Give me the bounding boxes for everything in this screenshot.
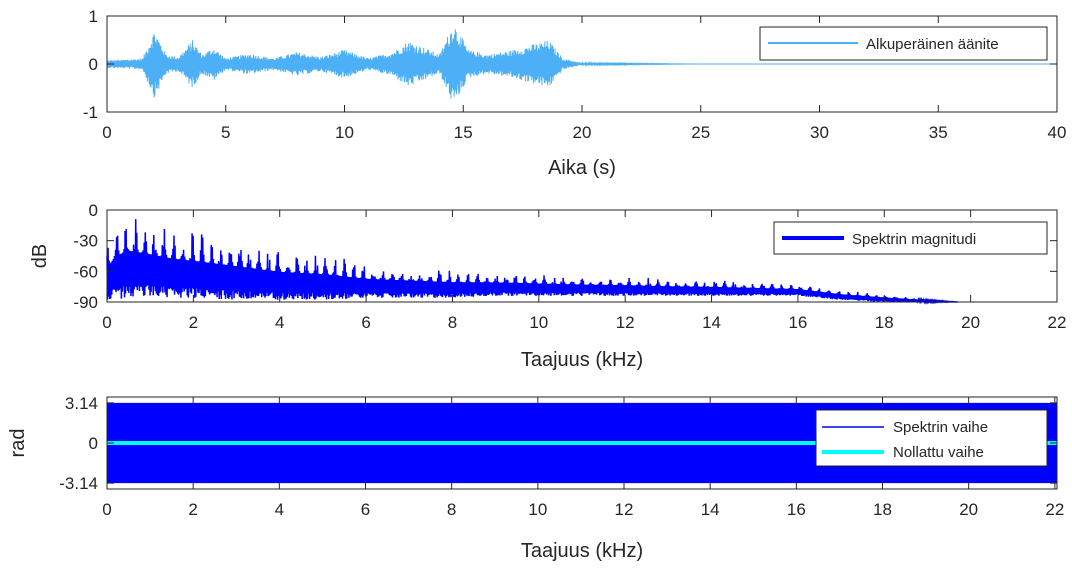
magnitude-plot [106, 219, 958, 305]
x-tick-label: 22 [1048, 313, 1067, 332]
x-tick-label: 14 [702, 313, 721, 332]
legend: Alkuperäinen äänite [759, 26, 1048, 61]
y-tick-label: -90 [73, 293, 98, 312]
legend: Spektrin magnitudi [773, 221, 1048, 255]
legend-label-zero-phase: Nollattu vaihe [893, 444, 984, 461]
x-tick-label: 20 [959, 500, 978, 519]
axis-ticks: 0 2 4 6 8 10 12 14 16 18 20 223.140-3.14 [59, 394, 1064, 519]
x-tick-label: 4 [275, 500, 284, 519]
x-tick-label: 0 [102, 500, 111, 519]
y-tick-label: -60 [73, 262, 98, 281]
y-tick-label: 0 [89, 201, 98, 220]
legend-box [815, 409, 1048, 467]
x-tick-label: 10 [528, 500, 547, 519]
x-tick-label: 20 [573, 123, 592, 142]
x-axis-label: Taajuus (kHz) [521, 349, 643, 371]
x-tick-label: 2 [188, 500, 197, 519]
axes-box [106, 396, 1058, 490]
y-tick-label: -3.14 [59, 474, 98, 493]
legend-label-phase: Spektrin vaihe [893, 419, 988, 436]
x-tick-label: 16 [788, 313, 807, 332]
subplot-waveform: 0 5 10 15 20 25 30 35 40-101 Aika (s) Alkuperäin… [83, 7, 1067, 179]
y-tick-label: 3.14 [65, 394, 98, 413]
x-tick-label: 12 [616, 313, 635, 332]
y-tick-label: -1 [83, 103, 98, 122]
axes-box [106, 15, 1058, 113]
y-axis-label: rad [7, 429, 29, 458]
series-line-magnitude [106, 219, 958, 305]
y-tick-label: 0 [89, 434, 98, 453]
x-axis-label: Taajuus (kHz) [521, 540, 643, 562]
x-tick-label: 6 [361, 313, 370, 332]
legend: Spektrin vaihe Nollattu vaihe [815, 409, 1048, 467]
y-axis-label: dB [29, 244, 51, 268]
x-tick-label: 6 [361, 500, 370, 519]
x-tick-label: 10 [335, 123, 354, 142]
x-tick-label: 30 [810, 123, 829, 142]
subplot-magnitude: 0 2 4 6 8 10 12 14 16 18 20 22 0 -30 -60 -90 Taajuus (k… [29, 201, 1066, 371]
x-tick-label: 8 [447, 500, 456, 519]
x-tick-label: 14 [701, 500, 720, 519]
y-tick-label: 0 [89, 55, 98, 74]
x-tick-label: 10 [529, 313, 548, 332]
legend-label-magnitude: Spektrin magnitudi [852, 231, 976, 248]
waveform-plot [106, 29, 1057, 99]
x-tick-label: 15 [454, 123, 473, 142]
x-tick-label: 2 [189, 313, 198, 332]
x-tick-label: 22 [1045, 500, 1064, 519]
x-tick-label: 4 [275, 313, 284, 332]
axis-ticks: 0 5 10 15 20 25 30 35 40-101 [83, 7, 1067, 142]
x-tick-label: 20 [961, 313, 980, 332]
x-tick-label: 5 [221, 123, 230, 142]
x-tick-label: 0 [102, 123, 111, 142]
x-tick-label: 25 [691, 123, 710, 142]
x-tick-label: 18 [873, 500, 892, 519]
legend-label-original: Alkuperäinen äänite [866, 36, 999, 53]
axes-box [106, 209, 1058, 303]
x-tick-label: 18 [875, 313, 894, 332]
y-tick-label: -30 [73, 232, 98, 251]
x-tick-label: 16 [787, 500, 806, 519]
y-tick-label: 1 [89, 7, 98, 26]
x-tick-label: 12 [615, 500, 634, 519]
axis-ticks: 0 2 4 6 8 10 12 14 16 18 20 22 0 -30 -60 -90 [73, 201, 1066, 332]
x-tick-label: 8 [448, 313, 457, 332]
x-tick-label: 35 [929, 123, 948, 142]
x-axis-label: Aika (s) [548, 157, 616, 179]
x-tick-label: 0 [102, 313, 111, 332]
x-tick-label: 40 [1048, 123, 1067, 142]
subplot-phase: 0 2 4 6 8 10 12 14 16 18 20 223.140-3.14 Taajuus (k… [7, 394, 1064, 562]
series-line-original [106, 29, 1057, 99]
